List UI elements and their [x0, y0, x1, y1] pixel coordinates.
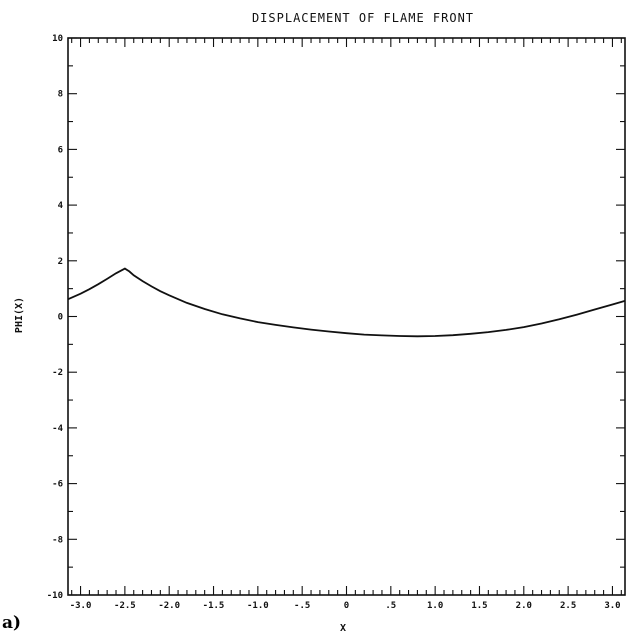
x-tick-label: -2.0 — [158, 601, 180, 611]
x-tick-labels: -3.0 -2.5 -2.0 -1.5 -1.0 -.5 0 .5 1.0 1.5 2.0 2.5 3.… — [70, 601, 621, 611]
y-tick-label: 4 — [58, 201, 64, 211]
y-tick-label: -2 — [52, 368, 63, 378]
y-tick-label: 10 — [52, 34, 63, 44]
x-tick-label: 3.0 — [604, 601, 620, 611]
y-tick-label: -4 — [52, 424, 63, 434]
series-line-phi — [67, 267, 626, 338]
x-tick-label: -2.5 — [114, 601, 136, 611]
x-tick-label: -1.5 — [203, 601, 225, 611]
y-tick-label: -6 — [52, 480, 63, 490]
y-tick-label: 8 — [58, 90, 63, 100]
x-tick-label: .5 — [385, 601, 396, 611]
x-tick-label: -1.0 — [247, 601, 269, 611]
y-tick-label: 0 — [58, 313, 63, 323]
x-tick-label: 2.5 — [560, 601, 576, 611]
plot-frame — [67, 37, 626, 596]
y-tick-label: 6 — [58, 145, 63, 155]
axis-ticks — [68, 37, 625, 596]
y-tick-label: 2 — [58, 257, 63, 267]
x-tick-label: 1.0 — [427, 601, 443, 611]
x-tick-label: -.5 — [294, 601, 310, 611]
y-tick-label: -8 — [52, 535, 63, 545]
y-tick-labels: -10 -8 -6 -4 -2 0 2 4 6 8 10 — [47, 34, 64, 601]
x-tick-label: -3.0 — [70, 601, 92, 611]
chart-title: DISPLACEMENT OF FLAME FRONT — [252, 11, 474, 25]
x-tick-label: 0 — [344, 601, 349, 611]
y-tick-label: -10 — [47, 591, 63, 601]
x-tick-label: 1.5 — [471, 601, 487, 611]
panel-label: a) — [2, 613, 21, 633]
x-tick-label: 2.0 — [516, 601, 532, 611]
x-axis-label: X — [340, 623, 346, 634]
y-axis-label: PHI(X) — [14, 297, 25, 333]
